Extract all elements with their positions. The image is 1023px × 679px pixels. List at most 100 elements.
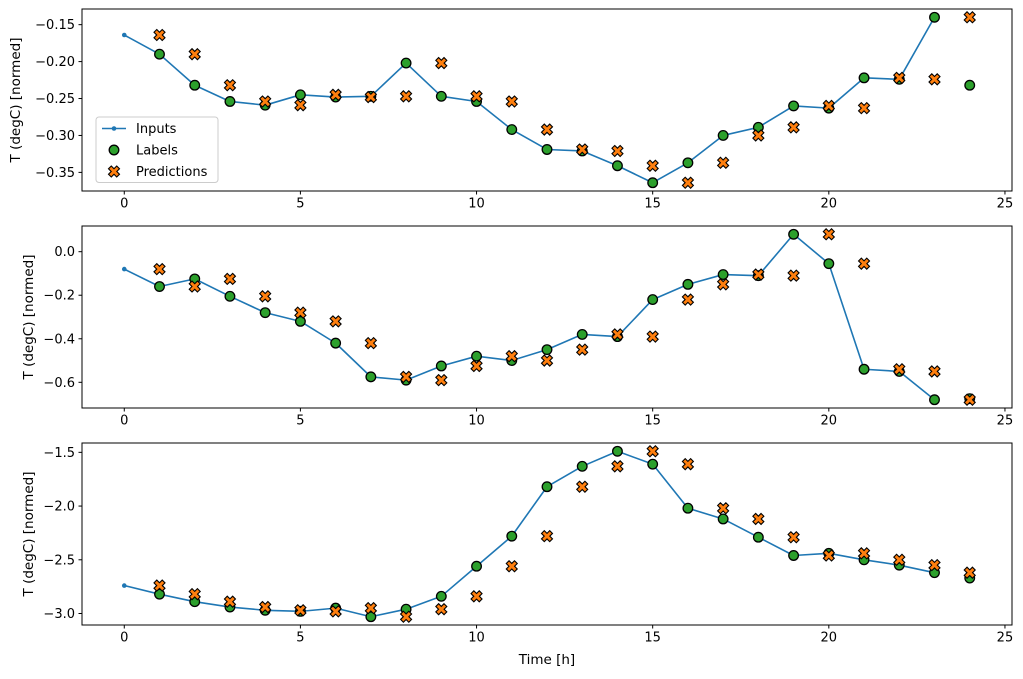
- prediction-x-marker: [646, 159, 659, 173]
- subplot-2: 0 5 10 15 20 25 0.0 −0.2 −0.4 −0.6 T (degC) [norme…: [21, 225, 1014, 429]
- y-tick-label: −1.5: [43, 446, 75, 461]
- prediction-x-marker: [787, 121, 800, 134]
- prediction-x-marker: [223, 78, 237, 92]
- prediction-x-marker: [752, 512, 765, 526]
- label-circle-marker: [224, 290, 236, 302]
- y-axis-ticks: 0.0 −0.2 −0.4 −0.6: [43, 245, 82, 391]
- prediction-x-marker: [364, 90, 378, 104]
- prediction-x-marker: [681, 293, 695, 306]
- prediction-x-marker: [963, 393, 976, 406]
- predictions-markers: [153, 445, 976, 623]
- y-tick-label: −0.30: [35, 129, 75, 144]
- prediction-x-marker: [575, 143, 589, 156]
- prediction-x-marker: [188, 47, 201, 61]
- label-circle-marker: [647, 177, 659, 189]
- label-circle-marker: [682, 502, 694, 514]
- label-circle-marker: [435, 90, 447, 102]
- prediction-x-marker: [893, 553, 906, 567]
- prediction-x-marker: [294, 98, 307, 112]
- y-tick-label: −0.4: [43, 332, 75, 347]
- label-circle-marker: [471, 350, 483, 362]
- x-tick-label: 20: [821, 631, 838, 646]
- prediction-x-marker: [399, 610, 413, 623]
- prediction-x-marker: [540, 529, 554, 543]
- x-tick-label: 10: [468, 631, 485, 646]
- subplot-1: 0 5 10 15 20 25 −0.15 −0.20 −0.25 −0.30 −0.35 T (de…: [8, 8, 1013, 212]
- y-tick-label: −0.2: [43, 289, 75, 304]
- prediction-x-marker: [716, 501, 730, 515]
- prediction-x-marker: [752, 268, 765, 281]
- y-tick-label: −2.0: [43, 500, 75, 515]
- prediction-x-marker: [364, 336, 378, 350]
- label-circle-marker: [858, 72, 870, 84]
- x-tick-label: 25: [997, 414, 1014, 429]
- y-tick-label: −0.20: [35, 55, 75, 70]
- prediction-x-marker: [223, 595, 237, 608]
- prediction-x-marker: [963, 566, 976, 579]
- label-circle-marker: [929, 394, 940, 406]
- y-tick-label: −0.15: [35, 18, 75, 33]
- prediction-x-marker: [505, 349, 519, 363]
- prediction-x-marker: [857, 547, 871, 560]
- prediction-x-marker: [329, 605, 342, 618]
- label-circle-marker: [330, 337, 342, 349]
- legend-label: Labels: [136, 144, 178, 159]
- x-tick-label: 20: [821, 414, 838, 429]
- label-circle-marker: [471, 560, 483, 572]
- y-axis-ticks: −0.15 −0.20 −0.25 −0.30 −0.35: [35, 18, 82, 181]
- x-tick-label: 25: [997, 197, 1014, 212]
- x-axis-ticks: 0 5 10 15 20 25: [120, 191, 1013, 212]
- subplot-3: 0 5 10 15 20 25 −1.5 −2.0 −2.5 −3.0 T (degC) [norm…: [21, 442, 1013, 668]
- labels-markers: [154, 228, 976, 406]
- prediction-x-marker: [223, 272, 237, 286]
- inputs-dot-marker: [121, 583, 127, 588]
- prediction-x-marker: [153, 28, 166, 42]
- x-tick-label: 10: [468, 197, 485, 212]
- x-tick-label: 5: [296, 414, 304, 429]
- prediction-x-marker: [294, 604, 307, 617]
- x-tick-label: 15: [644, 414, 661, 429]
- x-axis-ticks: 0 5 10 15 20 25: [120, 625, 1013, 646]
- inputs-line: [123, 233, 936, 401]
- prediction-x-marker: [963, 11, 976, 24]
- label-circle-marker: [788, 550, 800, 561]
- label-circle-marker: [752, 531, 764, 543]
- prediction-x-marker: [399, 90, 413, 103]
- y-tick-label: −0.25: [35, 92, 75, 107]
- label-circle-marker: [365, 611, 377, 623]
- prediction-x-marker: [540, 354, 554, 367]
- prediction-x-marker: [928, 558, 941, 572]
- axes-frame: [81, 442, 1013, 626]
- label-circle-marker: [647, 294, 659, 306]
- prediction-x-marker: [716, 278, 730, 291]
- prediction-x-marker: [681, 176, 695, 189]
- prediction-x-marker: [575, 343, 589, 356]
- prediction-x-marker: [787, 530, 800, 544]
- prediction-x-marker: [681, 457, 695, 471]
- inputs-dot-marker: [121, 32, 127, 38]
- x-tick-label: 15: [644, 631, 661, 646]
- prediction-x-marker: [611, 328, 624, 341]
- y-tick-label: −2.5: [43, 553, 75, 568]
- label-circle-marker: [541, 481, 553, 493]
- label-circle-marker: [682, 157, 694, 169]
- prediction-x-marker: [787, 269, 800, 282]
- label-circle-marker: [612, 160, 623, 172]
- y-tick-label: −3.0: [43, 607, 75, 622]
- legend: Inputs Labels Predictions: [95, 116, 219, 183]
- prediction-x-marker: [470, 359, 483, 373]
- label-circle-marker: [154, 48, 165, 60]
- prediction-x-marker: [435, 373, 448, 387]
- y-axis-label: T (degC) [normed]: [21, 472, 37, 598]
- label-circle-marker: [576, 328, 588, 340]
- x-tick-label: 25: [997, 631, 1014, 646]
- label-circle-marker: [259, 307, 271, 319]
- prediction-x-marker: [294, 306, 307, 319]
- label-circle-marker: [788, 100, 800, 112]
- label-circle-marker: [788, 228, 800, 240]
- label-circle-marker: [541, 344, 553, 356]
- legend-label: Predictions: [136, 165, 208, 180]
- prediction-x-marker: [258, 290, 272, 303]
- prediction-x-marker: [153, 579, 166, 592]
- prediction-x-marker: [505, 559, 519, 573]
